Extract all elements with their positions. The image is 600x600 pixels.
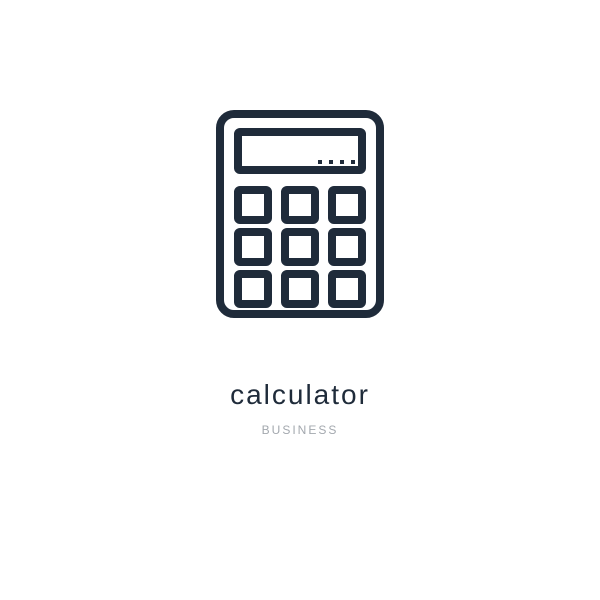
icon-labels: calculator BUSINESS — [230, 379, 370, 437]
icon-category: BUSINESS — [262, 423, 339, 437]
calculator-icon — [210, 104, 390, 329]
icon-title: calculator — [230, 379, 370, 411]
